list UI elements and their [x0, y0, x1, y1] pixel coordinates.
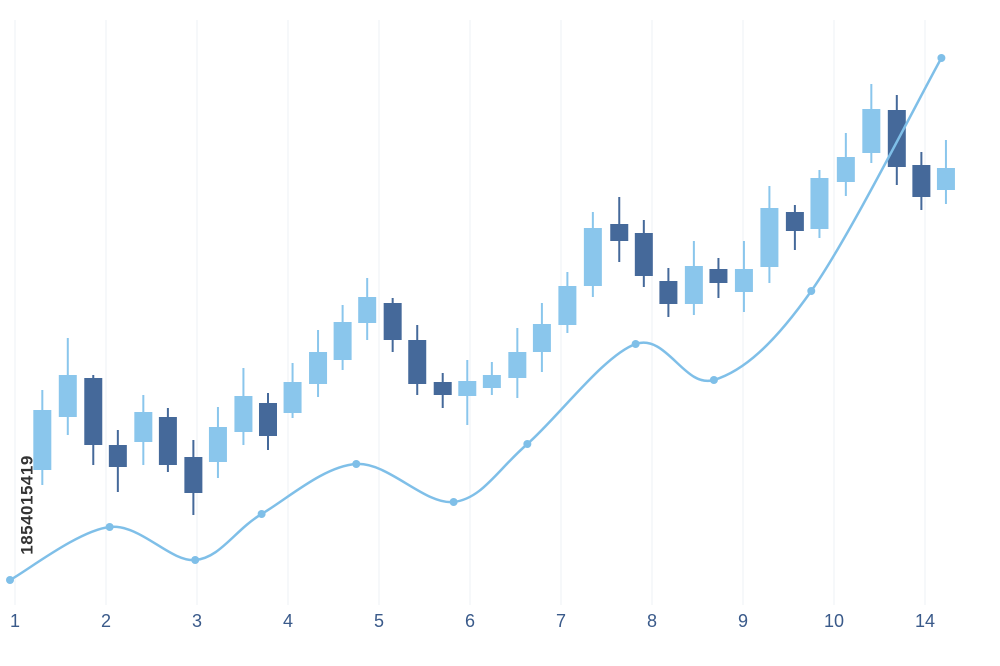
candle-body [184, 457, 203, 493]
trend-line [9, 57, 943, 582]
line-point [523, 440, 532, 448]
line-point [352, 460, 361, 468]
x-tick-label: 10 [824, 611, 844, 631]
candle-body [158, 417, 177, 465]
candle-body [558, 286, 577, 325]
candle-body [760, 208, 779, 267]
line-point [807, 287, 816, 295]
candle-body [887, 110, 906, 167]
x-tick-label: 7 [556, 611, 566, 631]
candle-body [634, 233, 653, 276]
candle-body [709, 269, 728, 283]
candle-body [836, 157, 855, 182]
candle-body [862, 109, 881, 153]
candle-body [785, 212, 804, 231]
line-point [631, 340, 640, 348]
x-tick-label: 8 [647, 611, 657, 631]
x-tick-label: 6 [465, 611, 475, 631]
candle-body [508, 352, 527, 378]
line-point [449, 498, 458, 506]
candle-body [684, 266, 703, 304]
candle-body [33, 410, 52, 470]
candle-body [482, 375, 501, 388]
candle-body [659, 281, 678, 304]
candle-body [333, 322, 352, 360]
x-tick-label: 4 [283, 611, 293, 631]
candle-body [734, 269, 753, 292]
candle-body [458, 381, 477, 396]
candle-body [134, 412, 153, 442]
candle-body [58, 375, 77, 417]
candle-body [408, 340, 427, 384]
line-point [937, 54, 946, 62]
x-tick-label: 1 [10, 611, 20, 631]
candle-body [234, 396, 253, 432]
candle-body [208, 427, 227, 462]
candle-body [84, 378, 103, 445]
candle-body [912, 165, 931, 197]
candle-body [258, 403, 277, 436]
x-tick-label: 2 [101, 611, 111, 631]
candle-body [283, 382, 302, 413]
candle-body [583, 228, 602, 286]
line-point [6, 576, 15, 584]
candle-body [383, 303, 402, 340]
x-tick-label: 3 [192, 611, 202, 631]
candle-body [936, 168, 955, 190]
candle-body [358, 297, 377, 323]
candle-body [433, 382, 452, 395]
candle-body [810, 178, 829, 229]
candle-body [610, 224, 629, 241]
candle-body [108, 445, 127, 467]
x-tick-label: 9 [738, 611, 748, 631]
line-point [191, 556, 200, 564]
x-tick-label: 5 [374, 611, 384, 631]
line-point [709, 376, 718, 384]
line-point [257, 510, 266, 518]
x-tick-label: 14 [915, 611, 935, 631]
image-id: 1854015419 [17, 455, 36, 555]
candle-body [309, 352, 328, 384]
line-point [105, 523, 114, 531]
candle-body [532, 324, 551, 352]
